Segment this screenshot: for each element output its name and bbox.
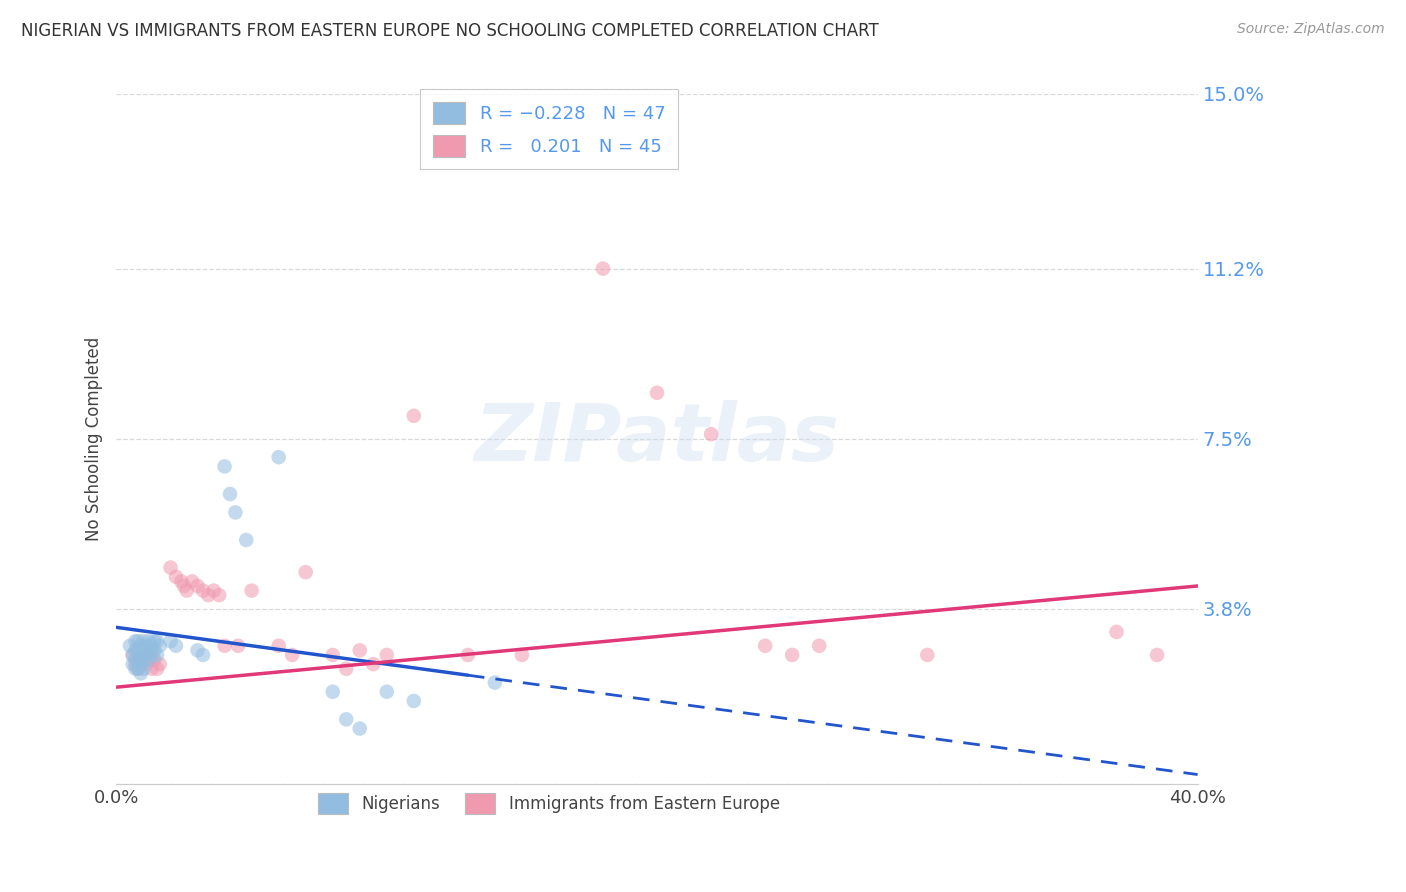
Point: [146, 662, 169, 676]
Legend: Nigerians, Immigrants from Eastern Europe: Nigerians, Immigrants from Eastern Europ…: [308, 783, 790, 823]
Point: [141, 648, 163, 662]
Point: [1146, 648, 1168, 662]
Point: [170, 574, 193, 589]
Point: [129, 639, 152, 653]
Point: [917, 648, 939, 662]
Point: [121, 648, 143, 662]
Point: [176, 583, 198, 598]
Point: [124, 634, 146, 648]
Point: [143, 643, 166, 657]
Point: [281, 648, 304, 662]
Point: [149, 639, 172, 653]
Point: [202, 583, 225, 598]
Point: [361, 657, 384, 672]
Point: [645, 385, 668, 400]
Point: [129, 657, 152, 672]
Point: [197, 588, 219, 602]
Point: [267, 639, 290, 653]
Point: [700, 427, 723, 442]
Point: [187, 579, 209, 593]
Point: [143, 634, 166, 648]
Point: [129, 666, 152, 681]
Point: [294, 565, 316, 579]
Point: [124, 662, 146, 676]
Point: [322, 648, 344, 662]
Point: [129, 652, 152, 666]
Point: [135, 657, 157, 672]
Point: [219, 487, 242, 501]
Point: [181, 574, 204, 589]
Point: [141, 662, 163, 676]
Point: [124, 657, 146, 672]
Point: [132, 652, 155, 666]
Point: [484, 675, 506, 690]
Point: [127, 652, 149, 666]
Point: [214, 459, 236, 474]
Point: [240, 583, 263, 598]
Point: [121, 657, 143, 672]
Point: [780, 648, 803, 662]
Point: [127, 634, 149, 648]
Point: [375, 685, 398, 699]
Point: [335, 712, 357, 726]
Point: [235, 533, 257, 547]
Point: [159, 560, 181, 574]
Point: [191, 583, 214, 598]
Point: [208, 588, 231, 602]
Point: [127, 662, 149, 676]
Y-axis label: No Schooling Completed: No Schooling Completed: [86, 336, 103, 541]
Point: [375, 648, 398, 662]
Text: NIGERIAN VS IMMIGRANTS FROM EASTERN EUROPE NO SCHOOLING COMPLETED CORRELATION CH: NIGERIAN VS IMMIGRANTS FROM EASTERN EURO…: [21, 22, 879, 40]
Point: [129, 648, 152, 662]
Point: [141, 639, 163, 653]
Point: [402, 694, 425, 708]
Point: [754, 639, 776, 653]
Point: [214, 639, 236, 653]
Point: [132, 643, 155, 657]
Point: [146, 648, 169, 662]
Text: Source: ZipAtlas.com: Source: ZipAtlas.com: [1237, 22, 1385, 37]
Point: [127, 643, 149, 657]
Point: [165, 570, 187, 584]
Point: [121, 648, 143, 662]
Point: [267, 450, 290, 465]
Point: [138, 648, 160, 662]
Point: [135, 639, 157, 653]
Point: [224, 505, 246, 519]
Point: [335, 662, 357, 676]
Point: [592, 261, 614, 276]
Point: [159, 634, 181, 648]
Point: [165, 639, 187, 653]
Point: [143, 652, 166, 666]
Point: [173, 579, 195, 593]
Point: [138, 652, 160, 666]
Point: [191, 648, 214, 662]
Point: [124, 643, 146, 657]
Point: [808, 639, 831, 653]
Point: [146, 634, 169, 648]
Point: [132, 643, 155, 657]
Point: [138, 634, 160, 648]
Point: [132, 662, 155, 676]
Point: [187, 643, 209, 657]
Point: [322, 685, 344, 699]
Point: [124, 652, 146, 666]
Point: [132, 634, 155, 648]
Point: [226, 639, 249, 653]
Point: [457, 648, 479, 662]
Point: [402, 409, 425, 423]
Point: [138, 643, 160, 657]
Point: [127, 662, 149, 676]
Point: [149, 657, 172, 672]
Point: [135, 648, 157, 662]
Point: [510, 648, 533, 662]
Point: [349, 643, 371, 657]
Point: [118, 639, 141, 653]
Text: ZIPatlas: ZIPatlas: [475, 400, 839, 478]
Point: [1105, 624, 1128, 639]
Point: [349, 722, 371, 736]
